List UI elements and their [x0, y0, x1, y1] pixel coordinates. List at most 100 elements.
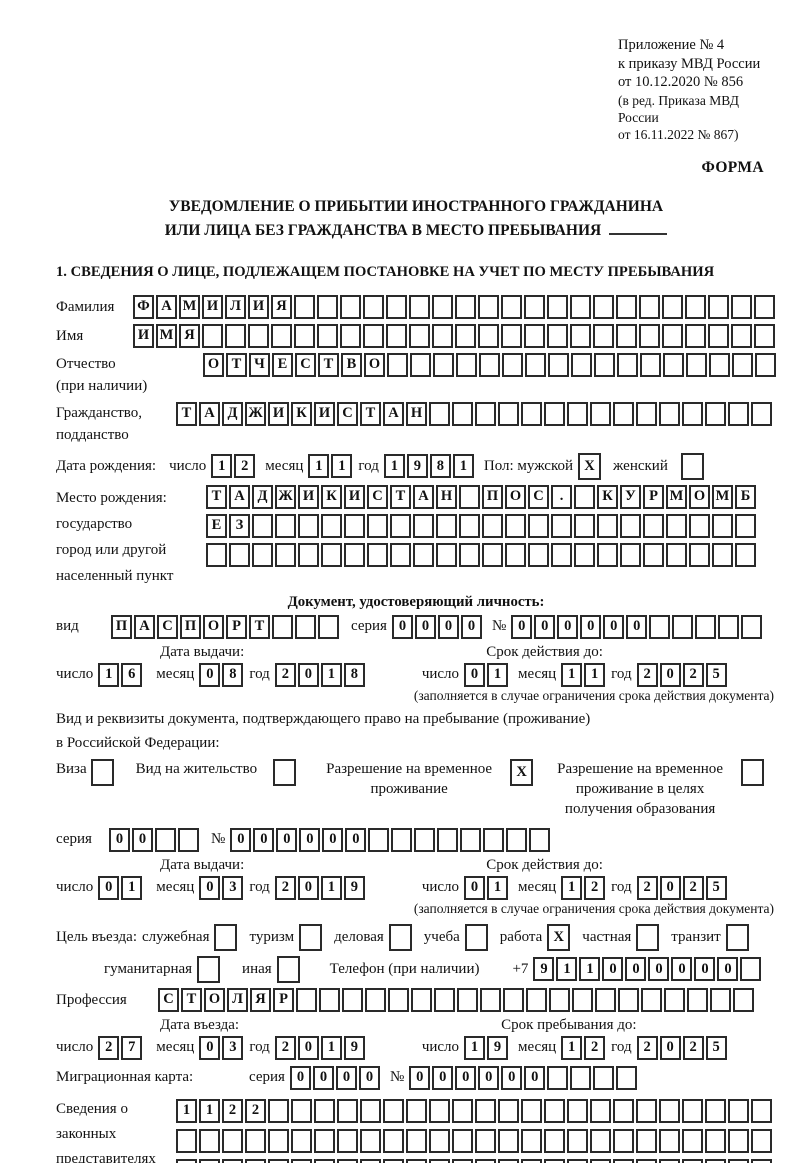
char-box[interactable]: 0: [199, 662, 221, 687]
char-box[interactable]: А: [383, 401, 404, 426]
char-box[interactable]: [199, 1158, 220, 1163]
char-box[interactable]: [544, 401, 565, 426]
char-box[interactable]: [363, 323, 384, 348]
char-box[interactable]: Е: [272, 352, 293, 377]
char-box[interactable]: [482, 542, 503, 567]
char-box[interactable]: 7: [121, 1035, 143, 1060]
char-box[interactable]: [662, 294, 683, 319]
char-box[interactable]: 9: [343, 875, 365, 900]
char-box[interactable]: [436, 542, 457, 567]
char-box[interactable]: [299, 923, 323, 951]
char-box[interactable]: [273, 758, 297, 786]
char-box[interactable]: А: [134, 614, 155, 639]
char-box[interactable]: 0: [109, 827, 130, 852]
char-box[interactable]: 1: [584, 662, 606, 687]
char-box[interactable]: Р: [643, 484, 664, 509]
char-box[interactable]: [178, 827, 199, 852]
char-box[interactable]: X: [510, 758, 534, 786]
char-box[interactable]: 0: [464, 875, 486, 900]
char-box[interactable]: [636, 923, 660, 951]
char-box[interactable]: 2: [245, 1098, 266, 1123]
char-box[interactable]: И: [133, 323, 154, 348]
char-box[interactable]: Т: [176, 401, 197, 426]
char-box[interactable]: 0: [478, 1065, 500, 1090]
char-box[interactable]: [176, 1158, 197, 1163]
char-box[interactable]: [728, 1128, 749, 1153]
char-box[interactable]: [434, 987, 455, 1012]
char-box[interactable]: [751, 1158, 772, 1163]
char-box[interactable]: 5: [705, 875, 727, 900]
char-box[interactable]: 0: [580, 614, 602, 639]
char-box[interactable]: 2: [682, 875, 704, 900]
char-box[interactable]: С: [337, 401, 358, 426]
char-box[interactable]: [214, 923, 238, 951]
char-box[interactable]: 0: [464, 662, 486, 687]
char-box[interactable]: [367, 513, 388, 538]
char-box[interactable]: [268, 1128, 289, 1153]
char-box[interactable]: [498, 1098, 519, 1123]
char-box[interactable]: 1: [487, 662, 509, 687]
char-box[interactable]: [276, 955, 300, 983]
char-box[interactable]: [429, 1158, 450, 1163]
char-box[interactable]: [524, 323, 545, 348]
char-box[interactable]: 0: [626, 614, 648, 639]
char-box[interactable]: 0: [276, 827, 298, 852]
char-box[interactable]: [689, 513, 710, 538]
char-box[interactable]: [574, 542, 595, 567]
char-box[interactable]: Р: [273, 987, 294, 1012]
char-box[interactable]: [294, 294, 315, 319]
char-box[interactable]: [593, 294, 614, 319]
char-box[interactable]: [383, 1158, 404, 1163]
char-box[interactable]: 0: [603, 614, 625, 639]
char-box[interactable]: [567, 1128, 588, 1153]
char-box[interactable]: [271, 323, 292, 348]
char-box[interactable]: [344, 513, 365, 538]
char-box[interactable]: [662, 323, 683, 348]
char-box[interactable]: 2: [274, 662, 296, 687]
char-box[interactable]: 0: [694, 957, 716, 982]
char-box[interactable]: О: [364, 352, 385, 377]
char-box[interactable]: 2: [274, 875, 296, 900]
char-box[interactable]: [252, 542, 273, 567]
char-box[interactable]: [613, 1098, 634, 1123]
char-box[interactable]: [620, 542, 641, 567]
char-box[interactable]: [386, 294, 407, 319]
char-box[interactable]: 0: [312, 1065, 334, 1090]
char-box[interactable]: [682, 401, 703, 426]
char-box[interactable]: [314, 1098, 335, 1123]
char-box[interactable]: [388, 987, 409, 1012]
char-box[interactable]: [314, 1158, 335, 1163]
char-box[interactable]: И: [314, 401, 335, 426]
char-box[interactable]: [731, 294, 752, 319]
char-box[interactable]: И: [248, 294, 269, 319]
char-box[interactable]: 0: [297, 875, 319, 900]
char-box[interactable]: [337, 1098, 358, 1123]
char-box[interactable]: [390, 542, 411, 567]
char-box[interactable]: [295, 614, 316, 639]
char-box[interactable]: 2: [682, 662, 704, 687]
char-box[interactable]: 2: [584, 875, 606, 900]
char-box[interactable]: М: [666, 484, 687, 509]
char-box[interactable]: [432, 323, 453, 348]
char-box[interactable]: [457, 987, 478, 1012]
char-box[interactable]: [549, 987, 570, 1012]
char-box[interactable]: [406, 1098, 427, 1123]
char-box[interactable]: 2: [636, 662, 658, 687]
char-box[interactable]: [728, 1158, 749, 1163]
char-box[interactable]: [574, 484, 595, 509]
char-box[interactable]: [452, 401, 473, 426]
char-box[interactable]: Т: [318, 352, 339, 377]
char-box[interactable]: П: [482, 484, 503, 509]
char-box[interactable]: 1: [98, 662, 120, 687]
char-box[interactable]: [551, 542, 572, 567]
char-box[interactable]: [360, 1158, 381, 1163]
char-box[interactable]: [616, 323, 637, 348]
char-box[interactable]: [567, 401, 588, 426]
char-box[interactable]: 1: [331, 454, 353, 479]
char-box[interactable]: [751, 401, 772, 426]
char-box[interactable]: [414, 827, 436, 852]
char-box[interactable]: [735, 513, 756, 538]
char-box[interactable]: [708, 294, 729, 319]
char-box[interactable]: [597, 513, 618, 538]
char-box[interactable]: [436, 513, 457, 538]
